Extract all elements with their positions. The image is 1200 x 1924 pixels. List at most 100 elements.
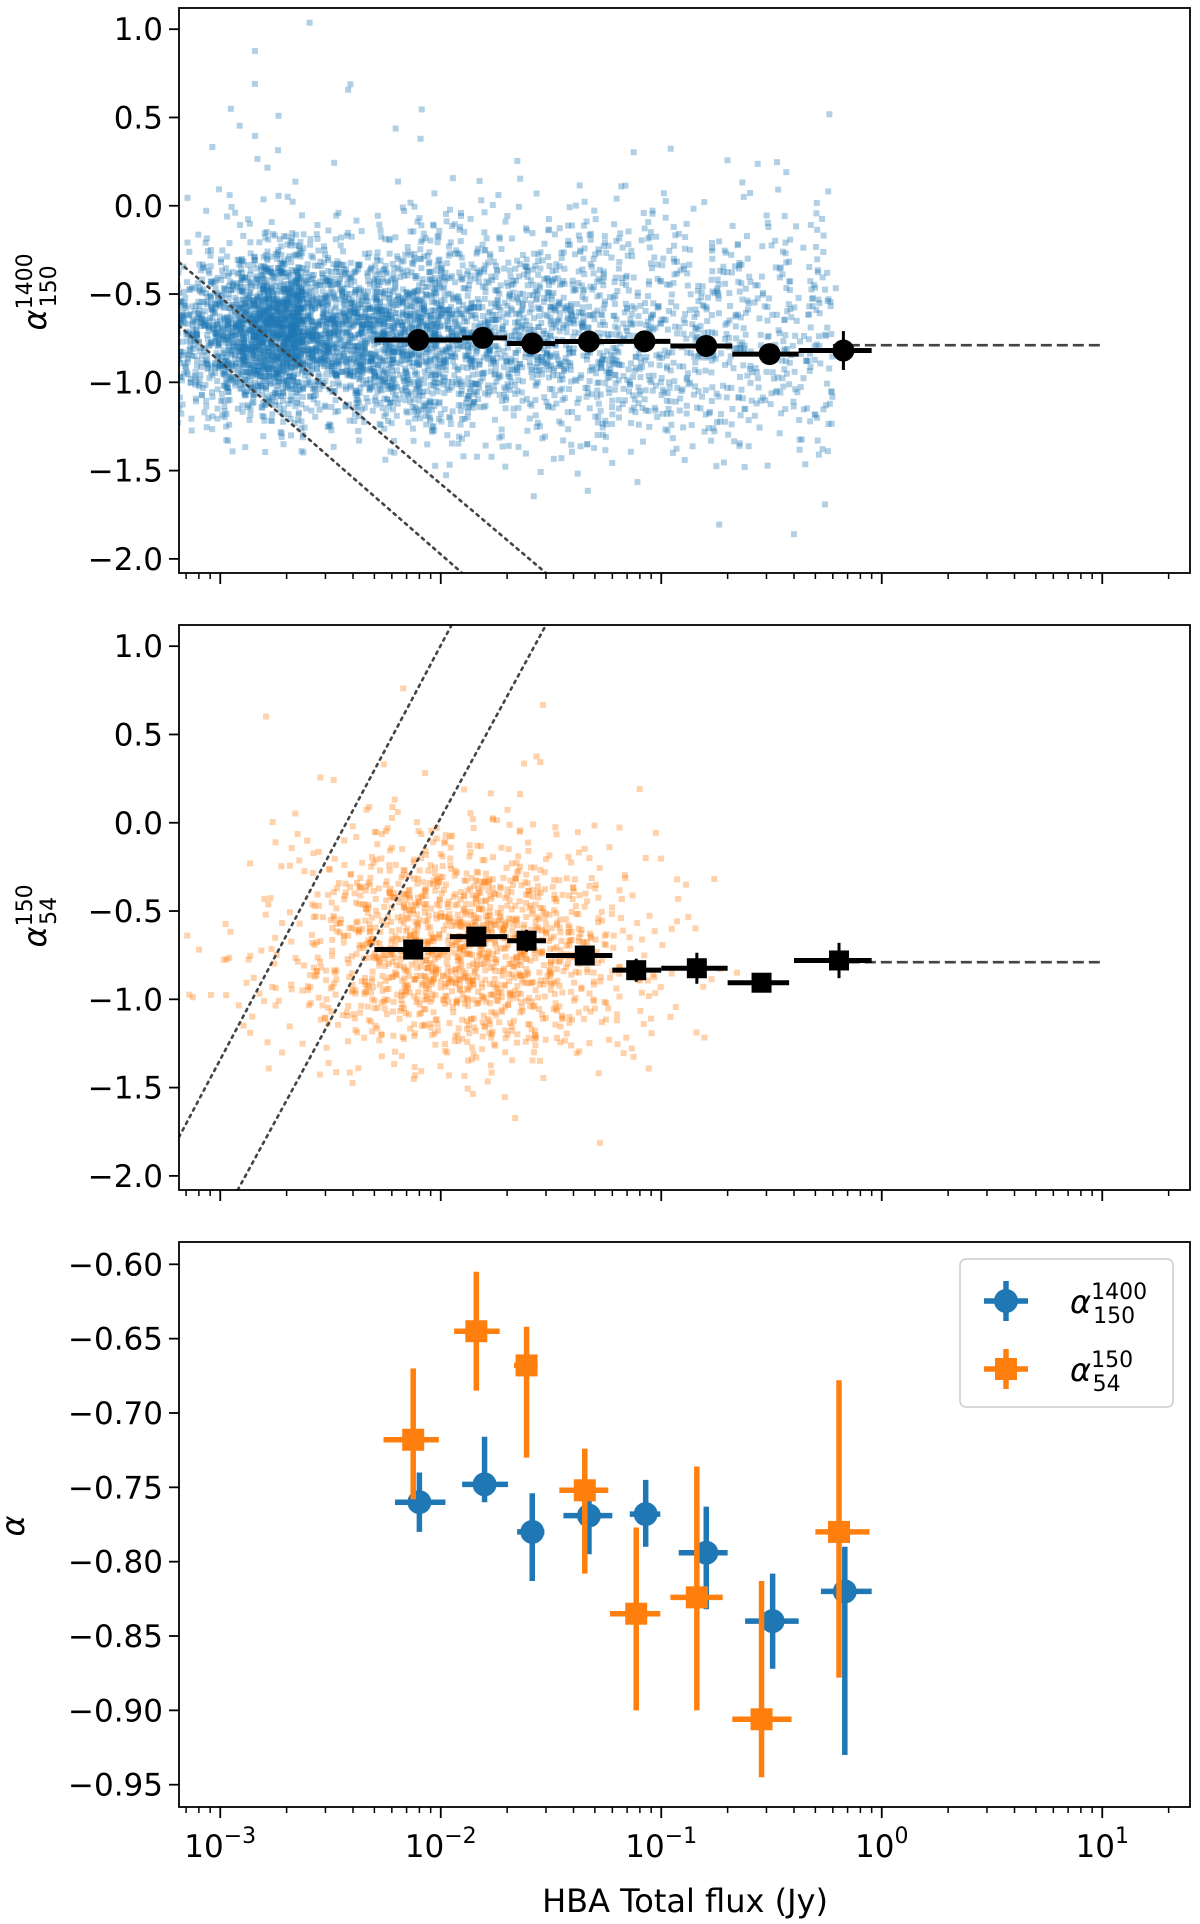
scatter-point: [413, 360, 420, 367]
scatter-point: [454, 365, 461, 372]
scatter-point: [274, 249, 281, 256]
scatter-point: [582, 384, 589, 391]
scatter-point: [476, 299, 483, 306]
scatter-point: [651, 254, 658, 261]
scatter-point: [434, 262, 441, 269]
scatter-point: [423, 322, 430, 329]
scatter-point: [192, 375, 199, 382]
scatter-point: [249, 384, 256, 391]
scatter-point: [262, 298, 269, 305]
scatter-point: [275, 147, 282, 154]
scatter-point: [382, 340, 389, 347]
scatter-point: [183, 364, 190, 371]
scatter-point: [193, 331, 200, 338]
scatter-point: [377, 386, 384, 393]
scatter-point: [472, 275, 479, 282]
scatter-point: [464, 381, 471, 388]
scatter-point: [292, 348, 299, 355]
scatter-point: [672, 323, 679, 330]
scatter-point: [662, 214, 669, 221]
scatter-point: [420, 302, 427, 309]
scatter-point: [349, 296, 356, 303]
scatter-point: [439, 285, 446, 292]
scatter-point: [457, 407, 464, 414]
scatter-point: [440, 381, 447, 388]
scatter-point: [245, 344, 252, 351]
scatter-point: [490, 258, 497, 265]
scatter-point: [437, 313, 444, 320]
scatter-point: [490, 382, 497, 389]
scatter-point: [591, 310, 598, 317]
scatter-point: [647, 229, 654, 236]
scatter-point: [795, 294, 802, 301]
scatter-point: [446, 413, 453, 420]
scatter-point: [386, 361, 393, 368]
scatter-point: [307, 295, 314, 302]
scatter-point: [779, 248, 786, 255]
scatter-point: [564, 409, 571, 416]
scatter-point: [224, 213, 231, 220]
scatter-point: [541, 240, 548, 247]
scatter-point: [290, 378, 297, 385]
scatter-point: [282, 370, 289, 377]
scatter-point: [468, 379, 475, 386]
scatter-point: [454, 345, 461, 352]
scatter-point: [566, 241, 573, 248]
scatter-point: [646, 423, 653, 430]
scatter-point: [195, 231, 202, 238]
scatter-point: [819, 215, 826, 222]
scatter-point: [225, 270, 232, 277]
scatter-point: [423, 406, 430, 413]
scatter-point: [544, 335, 551, 342]
scatter-point: [203, 360, 210, 367]
scatter-point: [219, 333, 226, 340]
scatter-point: [616, 331, 623, 338]
scatter-point: [564, 241, 571, 248]
scatter-point: [369, 354, 376, 361]
scatter-point: [262, 346, 269, 353]
scatter-point: [284, 348, 291, 355]
scatter-point: [630, 404, 637, 411]
scatter-point: [515, 323, 522, 330]
scatter-point: [412, 404, 419, 411]
scatter-point: [368, 265, 375, 272]
scatter-point: [295, 311, 302, 318]
scatter-point: [269, 340, 276, 347]
scatter-point: [287, 313, 294, 320]
scatter-point: [463, 353, 470, 360]
scatter-point: [303, 266, 310, 273]
scatter-point: [308, 277, 315, 284]
scatter-point: [171, 327, 177, 333]
scatter-point: [279, 270, 286, 277]
scatter-point: [810, 281, 817, 288]
scatter-point: [746, 273, 753, 280]
scatter-point: [356, 301, 363, 308]
scatter-point: [338, 272, 345, 279]
scatter-point: [205, 268, 212, 275]
scatter-point: [421, 308, 428, 315]
scatter-point: [247, 331, 254, 338]
scatter-point: [229, 339, 236, 346]
scatter-point: [196, 318, 203, 325]
scatter-point: [220, 304, 227, 311]
scatter-point: [342, 293, 349, 300]
scatter-point: [590, 270, 597, 277]
scatter-point: [446, 206, 453, 213]
scatter-point: [284, 298, 291, 305]
scatter-point: [226, 360, 233, 367]
scatter-point: [358, 361, 365, 368]
scatter-point: [679, 386, 686, 393]
scatter-point: [558, 249, 565, 256]
scatter-point: [269, 328, 276, 335]
scatter-point: [236, 353, 243, 360]
scatter-point: [507, 386, 514, 393]
scatter-point: [313, 365, 320, 372]
scatter-point: [272, 250, 279, 257]
scatter-point: [283, 297, 290, 304]
scatter-point: [227, 315, 234, 322]
scatter-point: [552, 342, 559, 349]
scatter-point: [619, 244, 626, 251]
scatter-point: [172, 355, 178, 361]
scatter-point: [207, 263, 214, 270]
